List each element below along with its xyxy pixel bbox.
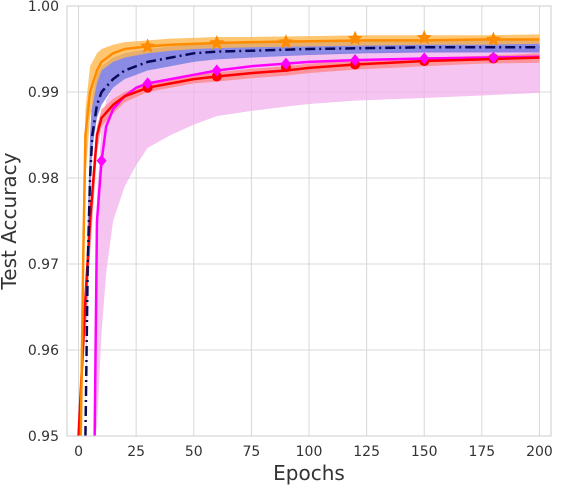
y-tick-label: 0.95: [28, 429, 59, 445]
data-marker: [96, 154, 107, 167]
x-tick-label: 100: [296, 444, 323, 460]
x-tick-label: 0: [74, 444, 83, 460]
series-markers: [96, 29, 501, 167]
plot-frame: [66, 5, 552, 437]
x-axis-title: Epochs: [273, 461, 345, 485]
y-tick-label: 0.99: [28, 85, 59, 101]
x-tick-label: 150: [411, 444, 438, 460]
y-tick-label: 1.00: [28, 0, 59, 15]
series-lines: [77, 38, 540, 436]
x-tick-label: 175: [468, 444, 495, 460]
x-tick-label: 200: [526, 444, 553, 460]
y-tick-label: 0.97: [28, 257, 59, 273]
data-marker: [350, 54, 361, 67]
x-tick-label: 125: [353, 444, 380, 460]
series-line: [77, 56, 540, 436]
x-tick-labels: 0 25 50 75 100 125 150 175 200: [74, 444, 553, 460]
data-marker: [488, 51, 499, 64]
y-tick-label: 0.96: [28, 343, 59, 359]
series-line: [93, 55, 540, 436]
data-marker: [209, 34, 225, 50]
data-marker: [419, 52, 430, 65]
y-tick-labels: 0.95 0.96 0.97 0.98 0.99 1.00: [28, 0, 59, 445]
data-marker: [140, 38, 156, 53]
data-marker: [211, 71, 222, 82]
data-marker: [142, 77, 153, 90]
data-marker: [280, 57, 291, 70]
data-marker: [347, 30, 363, 46]
data-marker: [416, 29, 432, 45]
x-tick-label: 25: [127, 444, 145, 460]
y-tick-label: 0.98: [28, 171, 59, 187]
data-marker: [278, 34, 294, 49]
series-line: [79, 38, 540, 436]
data-marker: [485, 31, 501, 47]
x-tick-label: 75: [242, 444, 260, 460]
data-marker: [211, 64, 222, 77]
x-tick-label: 50: [185, 444, 203, 460]
y-axis-title: Test Accuracy: [0, 152, 21, 290]
